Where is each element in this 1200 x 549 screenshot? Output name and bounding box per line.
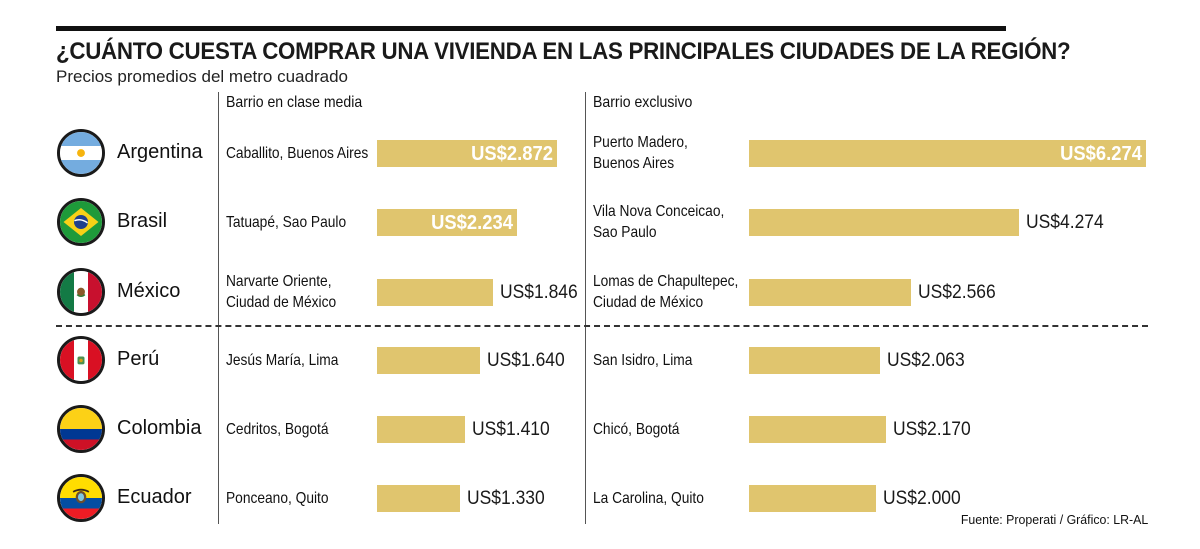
neighborhood-line: Sao Paulo <box>593 224 657 241</box>
country-row-ecuador: Ecuador Ponceano, Quito US$1.330 La Carolin… <box>0 468 1200 528</box>
country-label: Colombia <box>117 417 202 439</box>
neighborhood-line: San Isidro, Lima <box>593 352 693 369</box>
value-label-media: US$1.846 <box>500 282 578 303</box>
column-header-exclusivo: Barrio exclusivo <box>593 94 693 111</box>
neighborhood-label-exclusivo: Puerto Madero, Buenos Aires <box>593 132 688 174</box>
value-label-media: US$1.330 <box>467 488 545 509</box>
flag-argentina-icon <box>57 129 105 177</box>
flag-colombia-icon <box>57 405 105 453</box>
neighborhood-label-media: Cedritos, Bogotá <box>226 419 329 440</box>
neighborhood-line: Vila Nova Conceicao, <box>593 203 725 220</box>
column-header-media: Barrio en clase media <box>226 94 363 111</box>
divider-country <box>218 92 219 524</box>
value-label-exclusivo: US$2.000 <box>883 488 961 509</box>
bar-media <box>377 140 557 167</box>
source-note: Fuente: Properati / Gráfico: LR-AL <box>960 512 1148 527</box>
value-label-media: US$1.410 <box>472 419 550 440</box>
neighborhood-label-media: Tatuapé, Sao Paulo <box>226 212 346 233</box>
neighborhood-line: Ponceano, Quito <box>226 490 329 507</box>
bar-exclusivo <box>749 485 876 512</box>
country-label: Argentina <box>117 141 203 163</box>
neighborhood-line: Chicó, Bogotá <box>593 421 680 438</box>
neighborhood-label-media: Caballito, Buenos Aires <box>226 143 368 164</box>
neighborhood-label-exclusivo: Vila Nova Conceicao, Sao Paulo <box>593 201 724 243</box>
neighborhood-label-exclusivo: San Isidro, Lima <box>593 350 692 371</box>
bar-media <box>377 347 480 374</box>
neighborhood-label-media: Narvarte Oriente, Ciudad de México <box>226 271 336 313</box>
neighborhood-line: Ciudad de México <box>593 294 704 311</box>
neighborhood-line: La Carolina, Quito <box>593 490 704 507</box>
neighborhood-label-exclusivo: La Carolina, Quito <box>593 488 704 509</box>
neighborhood-line: Ciudad de México <box>226 294 337 311</box>
divider-columns <box>585 92 586 524</box>
neighborhood-line: Puerto Madero, <box>593 134 688 151</box>
flag-peru-icon <box>57 336 105 384</box>
country-label: Perú <box>117 348 160 370</box>
neighborhood-label-media: Ponceano, Quito <box>226 488 329 509</box>
country-row-peru: Perú Jesús María, Lima US$1.640 San Isidro,… <box>0 330 1200 390</box>
value-label-media: US$2.872 <box>471 143 553 165</box>
bar-exclusivo <box>749 416 886 443</box>
flag-mexico-icon <box>57 268 105 316</box>
value-label-exclusivo: US$6.274 <box>1060 143 1142 165</box>
chart-subtitle: Precios promedios del metro cuadrado <box>56 67 348 86</box>
flag-ecuador-icon <box>57 474 105 522</box>
country-label: Brasil <box>117 210 168 232</box>
country-row-brasil: Brasil Tatuapé, Sao Paulo US$2.234 Vila Nov… <box>0 192 1200 252</box>
bar-media <box>377 485 460 512</box>
bar-exclusivo <box>749 347 880 374</box>
neighborhood-label-media: Jesús María, Lima <box>226 350 338 371</box>
bar-exclusivo <box>749 279 911 306</box>
country-row-colombia: Colombia Cedritos, Bogotá US$1.410 Chicó, B… <box>0 399 1200 459</box>
value-label-exclusivo: US$2.170 <box>893 419 971 440</box>
value-label-media: US$2.234 <box>431 212 513 234</box>
country-label: México <box>117 280 181 302</box>
bar-exclusivo <box>749 209 1019 236</box>
bar-media <box>377 209 517 236</box>
neighborhood-line: Tatuapé, Sao Paulo <box>226 214 347 231</box>
chart-title: ¿CUÁNTO CUESTA COMPRAR UNA VIVIENDA EN L… <box>56 38 1071 65</box>
neighborhood-line: Buenos Aires <box>593 155 675 172</box>
neighborhood-line: Jesús María, Lima <box>226 352 339 369</box>
neighborhood-label-exclusivo: Lomas de Chapultepec, Ciudad de México <box>593 271 738 313</box>
value-label-media: US$1.640 <box>487 350 565 371</box>
region-separator <box>56 325 1148 327</box>
neighborhood-line: Caballito, Buenos Aires <box>226 145 369 162</box>
bar-media <box>377 416 465 443</box>
value-label-exclusivo: US$4.274 <box>1026 212 1104 233</box>
neighborhood-label-exclusivo: Chicó, Bogotá <box>593 419 679 440</box>
value-label-exclusivo: US$2.063 <box>887 350 965 371</box>
neighborhood-line: Cedritos, Bogotá <box>226 421 329 438</box>
flag-brasil-icon <box>57 198 105 246</box>
neighborhood-line: Narvarte Oriente, <box>226 273 332 290</box>
neighborhood-line: Lomas de Chapultepec, <box>593 273 739 290</box>
country-row-mexico: México Narvarte Oriente, Ciudad de México U… <box>0 262 1200 322</box>
top-rule <box>56 26 1006 31</box>
country-label: Ecuador <box>117 486 192 508</box>
country-row-argentina: Argentina Caballito, Buenos Aires US$2.872… <box>0 123 1200 183</box>
bar-exclusivo <box>749 140 1146 167</box>
value-label-exclusivo: US$2.566 <box>918 282 996 303</box>
bar-media <box>377 279 493 306</box>
